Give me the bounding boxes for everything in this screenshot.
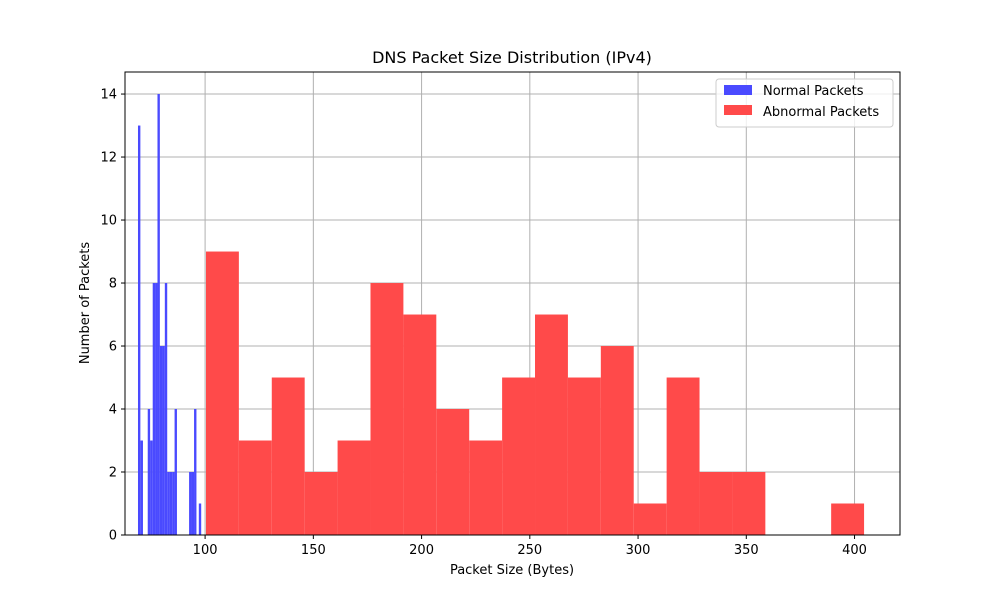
bar-normal-packets — [191, 472, 195, 535]
bar-abnormal-packets — [567, 377, 601, 535]
chart-title: DNS Packet Size Distribution (IPv4) — [372, 48, 652, 67]
bar-abnormal-packets — [502, 377, 536, 535]
y-tick-label: 8 — [109, 277, 117, 292]
bar-abnormal-packets — [732, 472, 766, 535]
bar-abnormal-packets — [666, 377, 700, 535]
bar-normal-packets — [172, 472, 175, 535]
bar-normal-packets — [194, 409, 197, 535]
bar-abnormal-packets — [831, 503, 865, 535]
bar-normal-packets — [167, 472, 170, 535]
legend: Normal Packets Abnormal Packets — [715, 78, 894, 128]
bar-normal-packets — [147, 409, 151, 535]
bar-abnormal-packets — [535, 314, 568, 535]
bar-abnormal-packets — [337, 440, 371, 535]
ticks: 100 150 200 250 300 350 400 0 2 4 6 8 10 12 14 — [100, 88, 867, 558]
bar-normal-packets — [152, 283, 156, 535]
bar-abnormal-packets — [469, 440, 503, 535]
legend-box — [715, 78, 894, 128]
bar-abnormal-packets — [699, 472, 733, 535]
bar-normal-packets — [155, 283, 158, 535]
x-tick-label: 150 — [301, 543, 326, 558]
bar-abnormal-packets — [370, 283, 404, 535]
bar-abnormal-packets — [238, 440, 272, 535]
legend-label-abnormal: Abnormal Packets — [763, 105, 879, 120]
legend-swatch-abnormal — [724, 105, 752, 115]
y-tick-label: 6 — [109, 340, 117, 355]
x-axis-title: Packet Size (Bytes) — [450, 563, 574, 578]
x-tick-label: 200 — [409, 543, 434, 558]
bar-normal-packets — [137, 125, 141, 535]
bar-abnormal-packets — [436, 409, 470, 535]
legend-label-normal: Normal Packets — [763, 84, 864, 99]
bar-normal-packets — [159, 346, 163, 535]
bar-normal-packets — [162, 346, 165, 535]
bar-normal-packets — [140, 440, 143, 535]
y-tick-label: 10 — [100, 214, 117, 229]
bar-abnormal-packets — [633, 503, 667, 535]
bar-abnormal-packets — [600, 346, 634, 535]
y-tick-label: 2 — [109, 466, 117, 481]
bar-normal-packets — [150, 440, 153, 535]
bar-normal-packets — [169, 472, 173, 535]
y-tick-label: 14 — [100, 88, 117, 103]
plot-frame — [124, 71, 901, 536]
y-axis-title: Number of Packets — [78, 242, 93, 365]
bar-abnormal-packets — [403, 314, 437, 535]
bars — [137, 94, 865, 536]
x-tick-label: 100 — [193, 543, 218, 558]
bar-normal-packets — [157, 94, 160, 536]
bar-normal-packets — [174, 409, 177, 535]
bar-abnormal-packets — [304, 472, 338, 535]
x-tick-label: 250 — [517, 543, 542, 558]
x-tick-label: 300 — [626, 543, 651, 558]
y-tick-label: 4 — [109, 403, 117, 418]
x-tick-label: 400 — [842, 543, 867, 558]
bar-abnormal-packets — [205, 251, 239, 535]
bar-abnormal-packets — [271, 377, 305, 535]
bar-normal-packets — [189, 472, 192, 535]
x-tick-label: 350 — [734, 543, 759, 558]
y-tick-label: 0 — [109, 529, 117, 544]
y-tick-label: 12 — [100, 151, 117, 166]
bar-normal-packets — [164, 283, 168, 535]
bar-normal-packets — [198, 503, 202, 535]
legend-swatch-normal — [724, 85, 752, 95]
